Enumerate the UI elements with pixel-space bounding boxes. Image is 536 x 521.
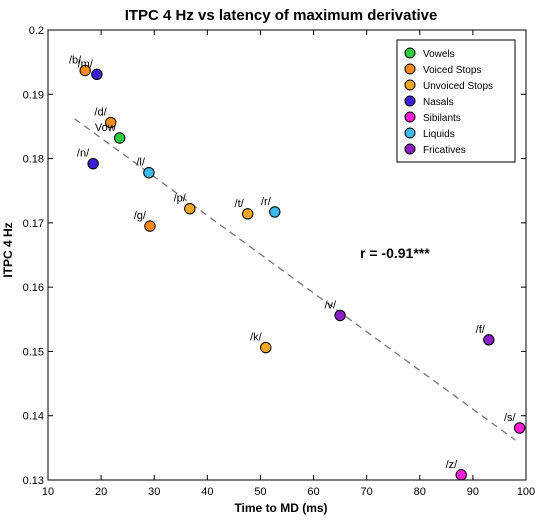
y-tick-label: 0.19 [23,89,44,101]
legend-box [396,39,516,163]
legend-entry-label: Unvoiced Stops [423,81,493,92]
data-point [143,167,155,179]
y-axis-label: ITPC 4 Hz [1,222,15,277]
y-tick-label: 0.15 [23,346,44,358]
legend-entry-label: Vowels [423,49,455,60]
x-axis-label: Time to MD (ms) [234,501,327,515]
legend-marker [404,143,416,155]
y-tick-label: 0.18 [23,154,44,166]
point-label: /n/ [77,148,90,160]
y-tick-label: 0.2 [29,25,44,37]
point-label: /t/ [235,198,245,210]
data-point [455,469,467,481]
point-label: /m/ [78,58,94,70]
x-tick-label: 80 [414,486,426,498]
plot-frame [47,29,527,481]
legend-marker [404,111,416,123]
x-tick-label: 40 [201,486,213,498]
data-point [184,203,196,215]
x-tick-label: 10 [42,486,54,498]
data-point [260,341,272,354]
data-point [87,158,99,170]
point-label: /g/ [134,210,147,222]
point-label: /z/ [446,459,459,471]
x-tick-label: 30 [148,486,160,498]
point-label: /s/ [504,412,517,424]
legend-marker [404,127,416,139]
legend-marker [404,47,416,59]
data-point [334,309,346,322]
point-label: /k/ [250,332,263,344]
legend-entry-label: Fricatives [423,145,466,156]
data-point [483,334,495,346]
chart-title: ITPC 4 Hz vs latency of maximum derivati… [125,7,438,24]
legend-entry-label: Nasals [423,97,454,108]
x-tick-label: 20 [95,486,107,498]
y-tick-label: 0.17 [23,218,44,230]
point-label: /r/ [261,196,272,208]
data-point [79,64,91,77]
correlation-annotation: r = -0.91*** [360,245,430,261]
plot-area: 10 20 30 40 50 60 70 80 90 100 0.13 0.14 0.15 0.16 0.1… [23,25,536,498]
legend-marker [404,95,416,107]
legend: Vowels Voiced Stops Unvoiced Stops Nasals Si… [396,39,516,163]
point-label: /l/ [136,157,146,169]
data-point [104,116,117,129]
legend-entry-label: Voiced Stops [423,65,481,76]
point-label: /b/ [69,55,82,67]
x-tick-label: 100 [517,486,535,498]
data-point [241,208,254,220]
point-label: /v/ [324,299,337,311]
legend-entry-label: Sibilants [423,113,461,124]
x-tick-label: 90 [467,486,479,498]
data-point [269,206,281,218]
point-label: Vow [95,122,116,134]
legend-marker [404,63,416,75]
x-tick-label: 60 [307,486,319,498]
data-point [513,422,526,434]
point-label: /d/ [94,107,107,119]
point-label: /f/ [476,324,486,336]
legend-marker [404,79,416,91]
y-tick-label: 0.13 [23,475,44,487]
x-tick-label: 70 [361,486,373,498]
data-point [114,132,126,144]
legend-entry-label: Liquids [423,129,455,140]
y-tick-label: 0.14 [23,411,44,423]
data-point [91,68,103,81]
x-tick-label: 50 [254,486,266,498]
y-tick-label: 0.16 [23,282,44,294]
point-label: /p/ [174,193,187,205]
data-point [144,220,156,232]
